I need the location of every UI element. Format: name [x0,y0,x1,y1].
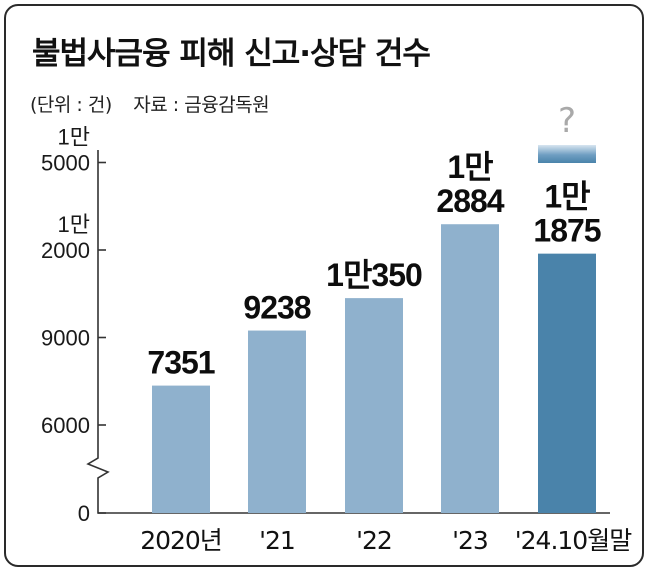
chart-title: 불법사금융 피해 신고·상담 건수 [32,36,431,72]
y-tick-label-2: 9000 [41,326,90,351]
data-label-0: 7351 [147,345,214,381]
y-tick-label-1: 6000 [41,413,90,438]
question-mark: ? [558,101,576,141]
x-tick-label-0: 2020년 [140,526,222,555]
bar-0 [152,385,210,513]
x-tick-label-1: '21 [259,526,295,555]
data-label-1: 9238 [243,290,310,326]
bar-1 [248,330,306,513]
bar-4 [538,253,596,514]
data-label-2: 1만350 [326,257,422,293]
chart-frame: 불법사금융 피해 신고·상담 건수 (단위 : 건) 자료 : 금융감독원 [4,4,644,567]
chart-meta: (단위 : 건) 자료 : 금융감독원 [30,90,270,117]
x-tick-label-3: '23 [452,526,488,555]
source-label: 자료 : 금융감독원 [133,94,270,116]
y-tick-label-0: 0 [78,501,90,526]
x-tick-label-4: '24.10월말 [515,526,632,555]
y-tick-label-3: 1만 2000 [41,212,90,263]
y-tick-label-4: 1만 5000 [41,125,90,176]
projection-strip [538,145,596,163]
x-tick-label-2: '22 [356,526,392,555]
bar-2 [345,298,403,513]
data-label-4: 1만 1875 [533,179,600,249]
unit-label: (단위 : 건) [30,94,112,116]
data-label-3: 1만 2884 [436,149,504,219]
bar-3 [441,224,499,513]
